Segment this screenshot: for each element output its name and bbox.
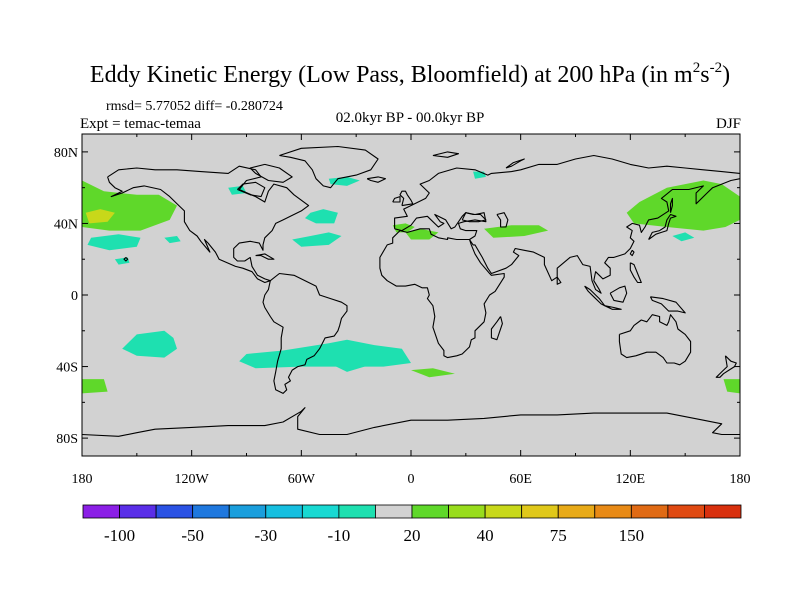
region-hawaii-neg [114,257,130,265]
colorbar-swatch [375,504,413,519]
coastline-sumatra [584,285,606,307]
coastline-uk [399,190,414,207]
colorbar-swatch [82,504,120,519]
colorbar-label: 40 [477,526,494,545]
coastline-sakhalin [669,197,673,213]
coastline-north-america [107,165,310,284]
coastline-black-sea [461,212,487,223]
coastline-novaya-zemlya [505,158,525,169]
colorbar-label: -10 [328,526,351,545]
colorbar-swatch [301,504,340,519]
y-tick-label: 40N [54,217,78,232]
region-s-atl-neg [239,339,411,369]
season-label: DJF [716,116,741,132]
colorbar-swatch [192,504,230,519]
x-tick-label: 120W [175,472,210,487]
colorbar-swatch [448,504,486,519]
region-atl-neg-2 [292,232,342,247]
colorbar-label: 20 [404,526,421,545]
coastline-new-zealand [715,355,737,378]
stats-label: rmsd= 5.77052 diff= -0.280724 [106,99,283,114]
experiment-label: Expt = temac-temaa [80,116,201,132]
coastline-africa [379,228,505,359]
coastline-new-guinea [649,296,686,314]
period-label: 02.0kyr BP - 00.0kyr BP [336,110,485,126]
coastline-japan [648,213,677,240]
region-arctic-canada-neg [228,185,247,195]
region-s-pac-neg [122,330,177,358]
colorbar-swatch [338,504,376,519]
coastline-cuba [255,253,275,260]
colorbar-swatch [704,504,742,519]
coastlines [81,145,741,437]
coastline-hawaii [123,257,129,262]
region-s-atl-neg-2 [328,359,371,372]
y-tick-label: 80S [56,432,78,447]
colorbar-label: 150 [619,526,645,545]
y-tick-label: 0 [71,289,78,304]
colorbar-swatch [228,504,267,519]
colorbar-swatch [630,504,669,519]
region-n-pacific-core [85,209,115,224]
colorbar-swatch [484,504,523,519]
colorbar-label: -30 [254,526,277,545]
coastline-sri-lanka [556,276,562,285]
region-greenland-neg [328,176,360,186]
region-japan-neg [672,232,695,242]
coastline-antarctica [81,407,740,437]
coastline-svalbard [432,151,460,158]
chart-title: Eddy Kinetic Energy (Low Pass, Bloomfiel… [90,60,730,88]
colorbar-swatch [521,504,559,519]
coastline-south-america [262,272,348,394]
x-tick-label: 60W [288,472,316,487]
coastline-borneo [609,285,628,303]
anomaly-regions [82,171,740,394]
coastline-hudson-bay [237,181,266,198]
colorbar-swatch [557,504,596,519]
region-pac-neg-2 [164,236,181,244]
coastline-baffin [249,163,293,183]
colorbar-swatch [411,504,449,519]
colorbar-swatch [667,504,705,519]
x-tick-label: 0 [408,472,415,487]
coastline-taiwan [629,249,635,257]
colorbar-swatch [265,504,303,519]
coastline-philippines [629,262,642,284]
region-arabia-pos [484,225,549,238]
colorbar-swatch [594,504,632,519]
y-tick-label: 80N [54,146,78,161]
map-background [82,134,740,456]
region-atl-neg-1 [305,209,338,224]
colorbar: -100 -50 -30 -10 20 40 75 150 [82,504,742,545]
colorbar-swatch [119,504,157,519]
coastline-madagascar [490,316,503,341]
coastline-eurasia [394,154,741,229]
region-s-pos-east [411,368,455,378]
x-axis: 180 120W 60W 0 60E 120E 180 [72,134,751,487]
region-s-pos-dateline-w [82,379,108,394]
coastline-greenland [279,145,379,189]
y-axis: 80N 40N 0 40S 80S [54,146,740,447]
x-tick-label: 180 [72,472,93,487]
y-tick-label: 40S [56,361,78,376]
coastline-australia [618,314,692,366]
x-tick-label: 180 [730,472,751,487]
region-pac-neg-1 [87,234,141,251]
coastline-ireland [392,196,401,203]
region-n-pacific-west [626,180,740,231]
coastline-caspian [496,212,509,228]
coastline-iceland [366,176,386,183]
colorbar-label: -100 [104,526,135,545]
colorbar-label: -50 [181,526,204,545]
colorbar-swatch [155,504,194,519]
x-tick-label: 60E [509,472,532,487]
x-tick-label: 120E [616,472,646,487]
colorbar-label: 75 [550,526,567,545]
coastline-java [604,305,622,310]
region-s-pos-dateline-e [723,379,740,394]
